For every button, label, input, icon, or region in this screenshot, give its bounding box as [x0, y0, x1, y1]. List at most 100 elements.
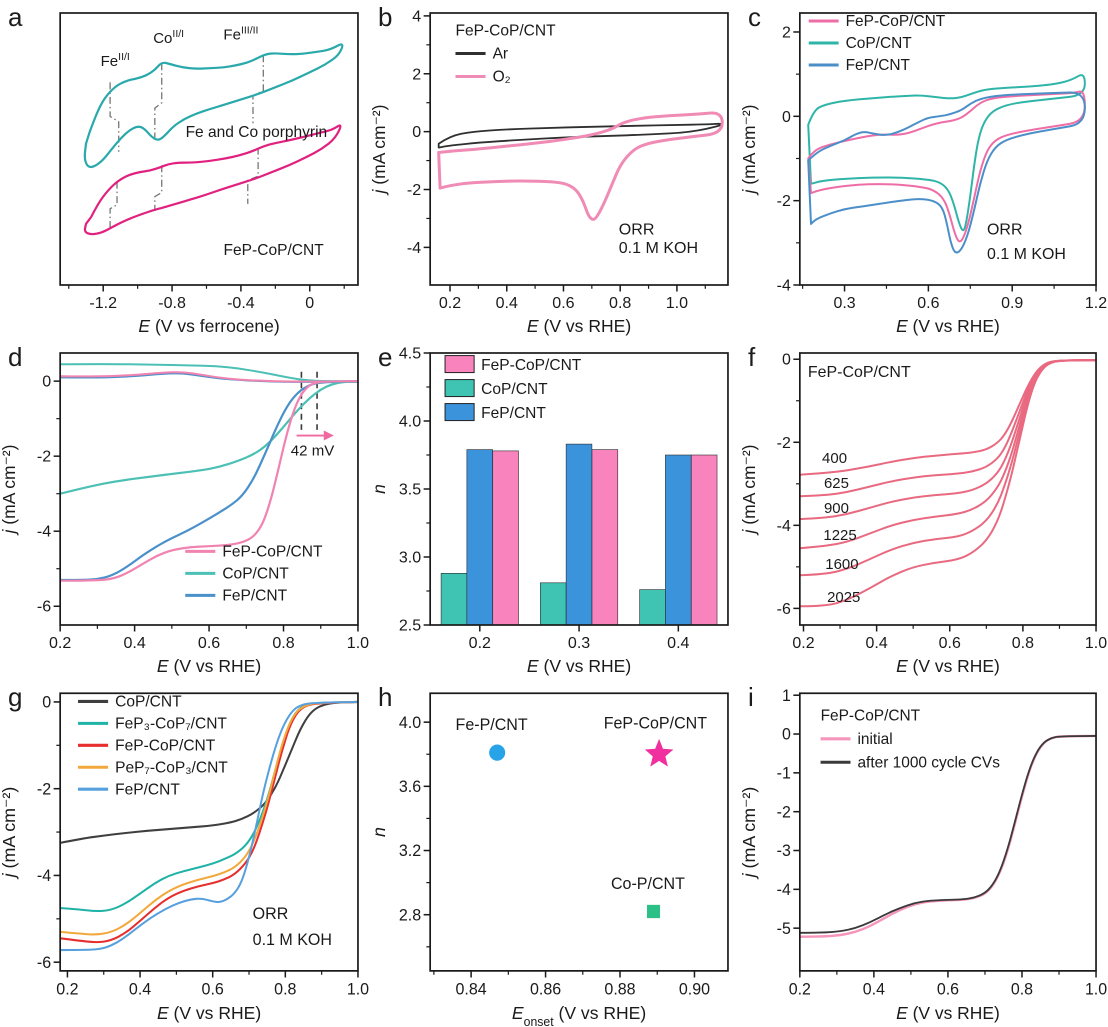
y-tick-label: -5	[777, 920, 791, 938]
plot-area: 0.84 0.86 0.88 0.90 4.0 3.6 3.2 2.8 Eonset (V vs…	[370, 692, 729, 1027]
legend-label: CoP/CNT	[481, 381, 548, 398]
panel-letter-a: a	[8, 2, 23, 32]
plot-area: 0.2 0.3 0.4 4.5 4.0 3.5 3.0 2.5 E (V vs RHE) n FeP…	[370, 345, 729, 676]
x-tick-label: 0.8	[1012, 635, 1034, 652]
x-tick-label: 0.4	[863, 980, 885, 998]
series-FeP/CNT	[60, 380, 358, 582]
series-group	[489, 738, 674, 919]
series-group	[799, 359, 1097, 608]
x-tick-label: 0.4	[129, 980, 151, 998]
x-tick-label: 1.0	[347, 634, 369, 652]
axis-frame	[798, 12, 1097, 286]
series-group	[60, 700, 358, 952]
x-tick-label: 0.2	[469, 634, 491, 652]
y-tick-label: -4	[37, 523, 51, 541]
series-FeP-CoP/CNT	[60, 700, 358, 944]
x-axis-label: E (V vs RHE)	[527, 656, 631, 676]
x-tick-label: 0.9	[1001, 295, 1023, 312]
guide-line	[247, 147, 259, 204]
axis-frame	[59, 692, 359, 972]
x-tick-label: 0.6	[552, 294, 574, 312]
x-tick-label: 0.6	[917, 295, 939, 312]
legend-label: FeP₃-CoP₇/CNT	[115, 715, 227, 732]
plot-area: 0.2 0.4 0.6 0.8 1.0 1 0 -1 -2 -3 -4 -5 E (V vs RHE) j…	[740, 687, 1107, 1023]
x-axis-label: E (V vs RHE)	[527, 316, 631, 336]
y-tick-label: 1	[782, 687, 791, 705]
x-tick-label: 0.8	[274, 980, 296, 998]
y-tick-label: 0	[412, 123, 421, 141]
y-tick-label: -4	[777, 518, 791, 535]
series-group	[437, 111, 724, 221]
series-group	[83, 43, 344, 236]
x-tick-label: 0.86	[530, 980, 561, 998]
plot-area: -1.2 -0.8 -0.4 0 E (V vs ferrocene) FeII/I CoI…	[59, 12, 359, 336]
annotation: 1600	[825, 556, 858, 573]
series-FeP-CoP/CNT	[807, 90, 1086, 243]
y-tick-label: 4	[412, 7, 421, 25]
legend-label: FeP/CNT	[222, 587, 287, 604]
y-tick-label: 0	[42, 373, 51, 391]
bar-FeP/CNT-0.4	[665, 454, 692, 625]
y-axis-label: j (mA cm⁻²)	[740, 445, 759, 536]
panel-letter-i: i	[748, 682, 754, 712]
y-tick-label: 0	[782, 725, 791, 743]
x-tick-label: -0.4	[227, 294, 255, 312]
series-FeP-CoP/CNT-anodic	[60, 371, 358, 383]
y-tick-label: 2.8	[399, 906, 421, 924]
x-tick-label: 1.0	[666, 294, 688, 312]
legend-label: after 1000 cycle CVs	[857, 754, 1000, 771]
series-CoP/CNT-anodic	[60, 363, 358, 383]
series-FeP₃-CoP₇/CNT	[60, 700, 358, 913]
y-axis-label: j (mA cm⁻²)	[0, 787, 19, 880]
y-tick-label: -4	[777, 277, 791, 294]
x-tick-label: 0.6	[202, 980, 224, 998]
plot-area: 0.2 0.4 0.6 0.8 1.0 4 2 0 -2 -4 E (V vs RHE) j (mA …	[370, 7, 729, 336]
axis-frame	[798, 692, 1097, 972]
legend-label: CoP/CNT	[115, 693, 182, 710]
y-tick-label: -6	[777, 601, 791, 618]
x-tick-label: -1.2	[89, 294, 117, 312]
legend-label: FeP-CoP/CNT	[455, 23, 556, 40]
x-axis-label: E (V vs RHE)	[896, 1003, 1000, 1023]
series-group	[799, 734, 1097, 938]
y-axis-label: j (mA cm⁻²)	[740, 105, 759, 196]
y-tick-label: 4.0	[399, 714, 421, 732]
annotation: Fe and Co porphyrin	[186, 124, 328, 141]
y-tick-label: 0	[42, 693, 51, 711]
series-after 1000 cycle CVs	[799, 735, 1097, 934]
annotation: FeIII/II	[223, 25, 258, 44]
y-tick-label: -6	[37, 598, 51, 616]
annotation: 2025	[827, 589, 860, 606]
bar-CoP/CNT-0.2	[440, 573, 468, 625]
y-tick-label: -2	[37, 780, 51, 798]
plot-area: 0.3 0.6 0.9 1.2 2 0 -2 -4 E (V vs RHE) j (mA cm⁻²…	[740, 12, 1107, 336]
series-CoP/CNT	[60, 380, 358, 495]
annotation: CoII/I	[153, 28, 184, 47]
panel-e: e 0.2 0.3 0.4 4.5 4.0 3.5 3.0 2.5 E (V vs RHE) n F…	[370, 340, 740, 680]
series-group	[440, 443, 718, 625]
y-tick-label: -3	[777, 842, 791, 860]
annotation: 900	[824, 500, 849, 517]
y-tick-label: -2	[407, 181, 421, 199]
legend-label: FeP/CNT	[115, 781, 180, 798]
annotation: 0.1 M KOH	[619, 239, 698, 257]
annotation: Co-P/CNT	[611, 875, 685, 893]
x-tick-label: 0.8	[272, 634, 294, 652]
legend-label: FeP/CNT	[481, 405, 546, 422]
plot-area: 0.2 0.4 0.6 0.8 1.0 0 -2 -4 -6 E (V vs RHE) j (mA …	[740, 352, 1107, 676]
panel-letter-b: b	[378, 2, 393, 32]
x-axis-label: E (V vs ferrocene)	[138, 316, 279, 336]
annotation: ORR	[619, 220, 655, 238]
x-tick-label: 1.2	[1085, 295, 1107, 312]
series-900 rpm	[799, 359, 1097, 521]
x-axis-label: E (V vs RHE)	[157, 1003, 261, 1023]
annotation: 42 mV	[291, 442, 334, 459]
guide-line	[109, 82, 120, 152]
y-tick-label: -1	[777, 764, 791, 782]
y-tick-label: -6	[37, 954, 51, 972]
x-tick-label: 1.0	[1085, 635, 1107, 652]
y-tick-label: -4	[407, 239, 421, 257]
panel-b: b 0.2 0.4 0.6 0.8 1.0 4 2 0 -2 -4 E (V vs RHE) j (m…	[370, 0, 740, 340]
annotation: FeP-CoP/CNT	[808, 364, 911, 381]
legend-swatch	[444, 403, 475, 422]
